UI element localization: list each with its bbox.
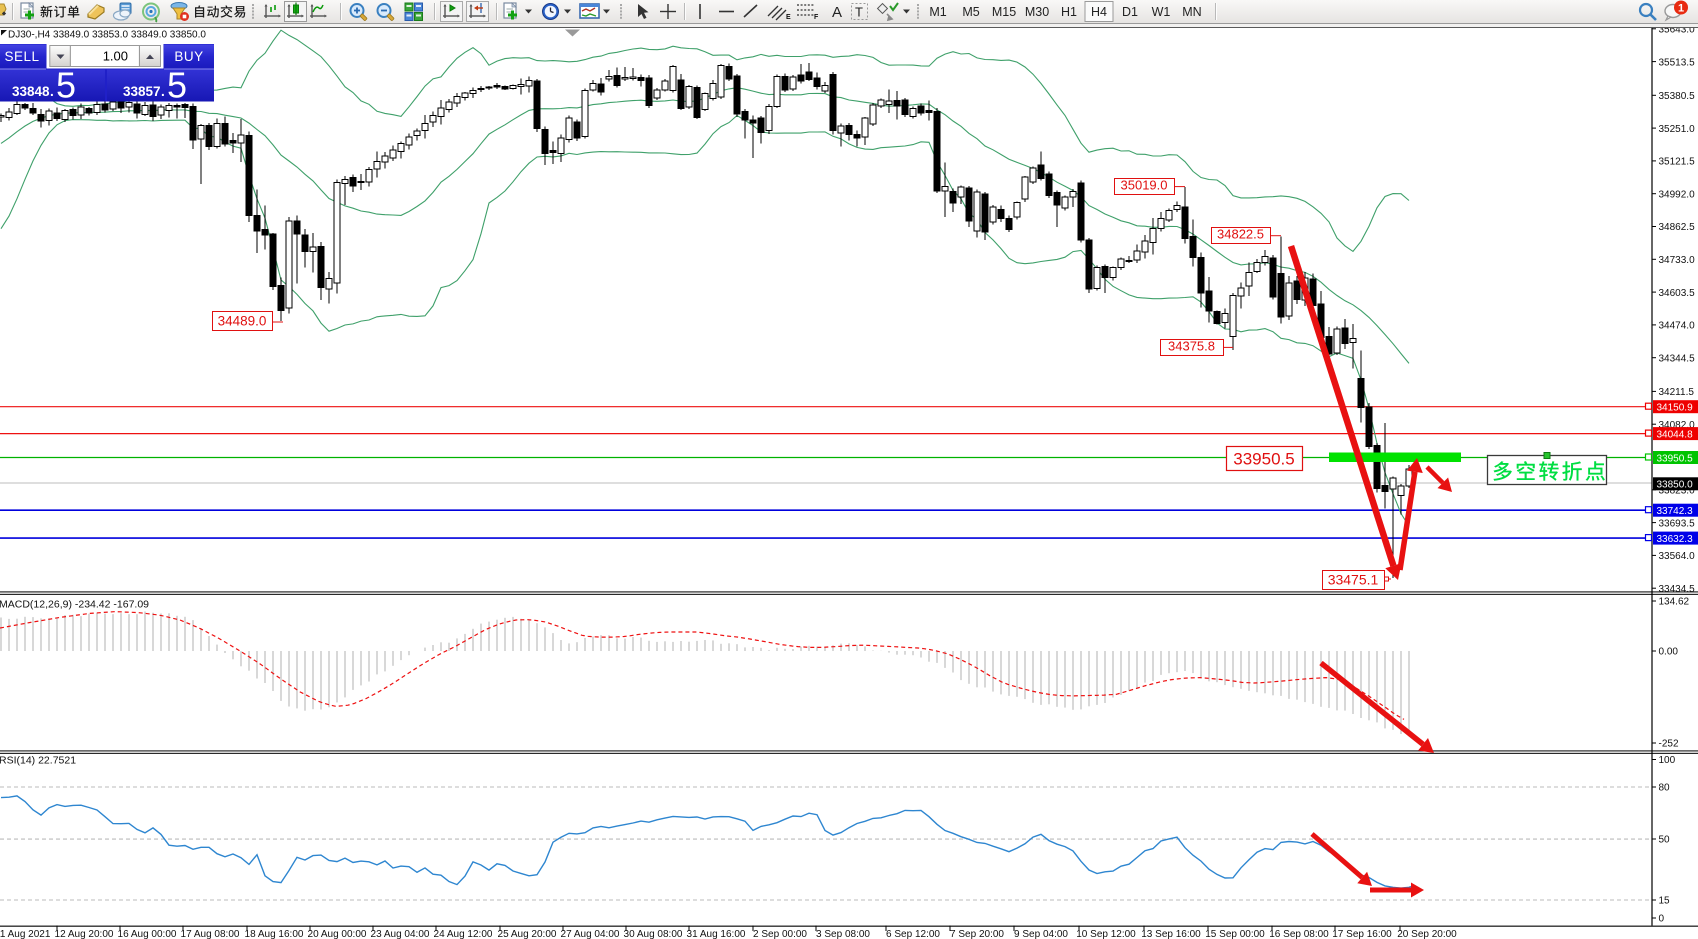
svg-text:17 Sep 16:00: 17 Sep 16:00 (1332, 929, 1392, 939)
svg-text:33742.3: 33742.3 (1657, 506, 1694, 517)
svg-text:6 Sep 12:00: 6 Sep 12:00 (886, 929, 940, 939)
svg-text:33632.3: 33632.3 (1657, 534, 1694, 545)
svg-text:5: 5 (167, 65, 187, 106)
svg-text:34150.9: 34150.9 (1657, 403, 1694, 414)
svg-text:1.00: 1.00 (103, 49, 128, 64)
svg-text:A: A (832, 4, 842, 21)
svg-text:31 Aug 16:00: 31 Aug 16:00 (687, 929, 746, 939)
svg-text:10 Sep 12:00: 10 Sep 12:00 (1076, 929, 1136, 939)
svg-text:100: 100 (1659, 755, 1676, 766)
svg-text:.: . (161, 84, 165, 99)
svg-text:33950.5: 33950.5 (1657, 453, 1694, 464)
svg-text:MN: MN (1182, 5, 1201, 19)
svg-text:12 Aug 20:00: 12 Aug 20:00 (55, 929, 114, 939)
svg-text:.: . (50, 84, 54, 99)
svg-text:35380.5: 35380.5 (1659, 91, 1696, 102)
svg-text:35513.5: 35513.5 (1659, 57, 1696, 68)
svg-text:5: 5 (56, 65, 76, 106)
svg-text:16 Aug 00:00: 16 Aug 00:00 (118, 929, 177, 939)
svg-text:11 Aug 2021: 11 Aug 2021 (0, 929, 51, 939)
svg-text:1: 1 (1678, 3, 1684, 15)
svg-text:M5: M5 (962, 5, 979, 19)
svg-text:33823.0: 33823.0 (1659, 486, 1696, 497)
svg-text:34344.5: 34344.5 (1659, 353, 1696, 364)
svg-text:RSI(14) 22.7521: RSI(14) 22.7521 (0, 755, 76, 767)
svg-text:35251.0: 35251.0 (1659, 124, 1696, 135)
svg-text:13 Sep 16:00: 13 Sep 16:00 (1141, 929, 1201, 939)
svg-text:7 Sep 20:00: 7 Sep 20:00 (950, 929, 1004, 939)
svg-text:H4: H4 (1091, 5, 1107, 19)
svg-text:27 Aug 04:00: 27 Aug 04:00 (561, 929, 620, 939)
svg-text:15: 15 (1659, 896, 1671, 907)
svg-text:-252: -252 (1659, 739, 1679, 750)
svg-text:35019.0: 35019.0 (1121, 178, 1168, 193)
svg-text:15 Sep 00:00: 15 Sep 00:00 (1205, 929, 1265, 939)
svg-text:D1: D1 (1122, 5, 1138, 19)
svg-text:34211.5: 34211.5 (1659, 387, 1695, 398)
svg-text:34474.0: 34474.0 (1659, 321, 1696, 332)
svg-text:H1: H1 (1061, 5, 1077, 19)
svg-text:17 Aug 08:00: 17 Aug 08:00 (181, 929, 240, 939)
svg-text:34862.5: 34862.5 (1659, 222, 1696, 233)
svg-text:SELL: SELL (4, 49, 39, 64)
svg-text:DJ30-,H4 33849.0 33853.0 3384: DJ30-,H4 33849.0 33853.0 33849.0 33850.0 (8, 30, 206, 41)
svg-text:0.00: 0.00 (1659, 647, 1679, 658)
svg-text:F: F (814, 14, 819, 21)
svg-text:33950.5: 33950.5 (1233, 450, 1294, 469)
svg-text:50: 50 (1659, 835, 1671, 846)
svg-text:34733.0: 34733.0 (1659, 255, 1696, 266)
svg-text:W1: W1 (1152, 5, 1171, 19)
svg-text:34082.0: 34082.0 (1659, 420, 1696, 431)
svg-text:M15: M15 (992, 5, 1016, 19)
svg-text:18 Aug 16:00: 18 Aug 16:00 (245, 929, 304, 939)
svg-text:34044.8: 34044.8 (1657, 430, 1694, 441)
svg-text:34992.0: 34992.0 (1659, 189, 1696, 200)
svg-text:80: 80 (1659, 783, 1671, 794)
svg-text:E: E (786, 14, 791, 21)
svg-text:30 Aug 08:00: 30 Aug 08:00 (624, 929, 683, 939)
svg-text:33434.5: 33434.5 (1659, 584, 1696, 595)
svg-text:MACD(12,26,9) -234.42 -167.09: MACD(12,26,9) -234.42 -167.09 (0, 599, 149, 611)
svg-text:3 Sep 08:00: 3 Sep 08:00 (816, 929, 870, 939)
svg-text:23 Aug 04:00: 23 Aug 04:00 (371, 929, 430, 939)
svg-text:34603.5: 34603.5 (1659, 288, 1696, 299)
svg-text:M1: M1 (929, 5, 946, 19)
svg-text:M30: M30 (1025, 5, 1049, 19)
svg-text:9 Sep 04:00: 9 Sep 04:00 (1014, 929, 1068, 939)
svg-text:33850.0: 33850.0 (1657, 480, 1694, 491)
svg-text:33857: 33857 (123, 84, 161, 99)
svg-text:35121.5: 35121.5 (1659, 157, 1696, 168)
svg-text:33564.0: 33564.0 (1659, 551, 1696, 562)
svg-text:35643.0: 35643.0 (1659, 25, 1696, 36)
svg-text:34489.0: 34489.0 (218, 314, 267, 329)
svg-text:33475.1: 33475.1 (1328, 572, 1379, 588)
svg-text:34822.5: 34822.5 (1217, 227, 1264, 242)
svg-text:24 Aug 12:00: 24 Aug 12:00 (434, 929, 493, 939)
svg-text:34375.8: 34375.8 (1168, 339, 1215, 354)
svg-text:25 Aug 20:00: 25 Aug 20:00 (498, 929, 557, 939)
svg-text:20 Aug 00:00: 20 Aug 00:00 (308, 929, 367, 939)
svg-text:T: T (855, 5, 863, 20)
svg-text:0: 0 (1659, 914, 1665, 925)
svg-text:33693.5: 33693.5 (1659, 518, 1696, 529)
svg-text:33848: 33848 (12, 84, 50, 99)
svg-text:20 Sep 20:00: 20 Sep 20:00 (1397, 929, 1457, 939)
svg-text:2 Sep 00:00: 2 Sep 00:00 (753, 929, 807, 939)
svg-text:16 Sep 08:00: 16 Sep 08:00 (1269, 929, 1329, 939)
svg-text:134.62: 134.62 (1659, 597, 1690, 608)
svg-text:BUY: BUY (174, 49, 203, 64)
